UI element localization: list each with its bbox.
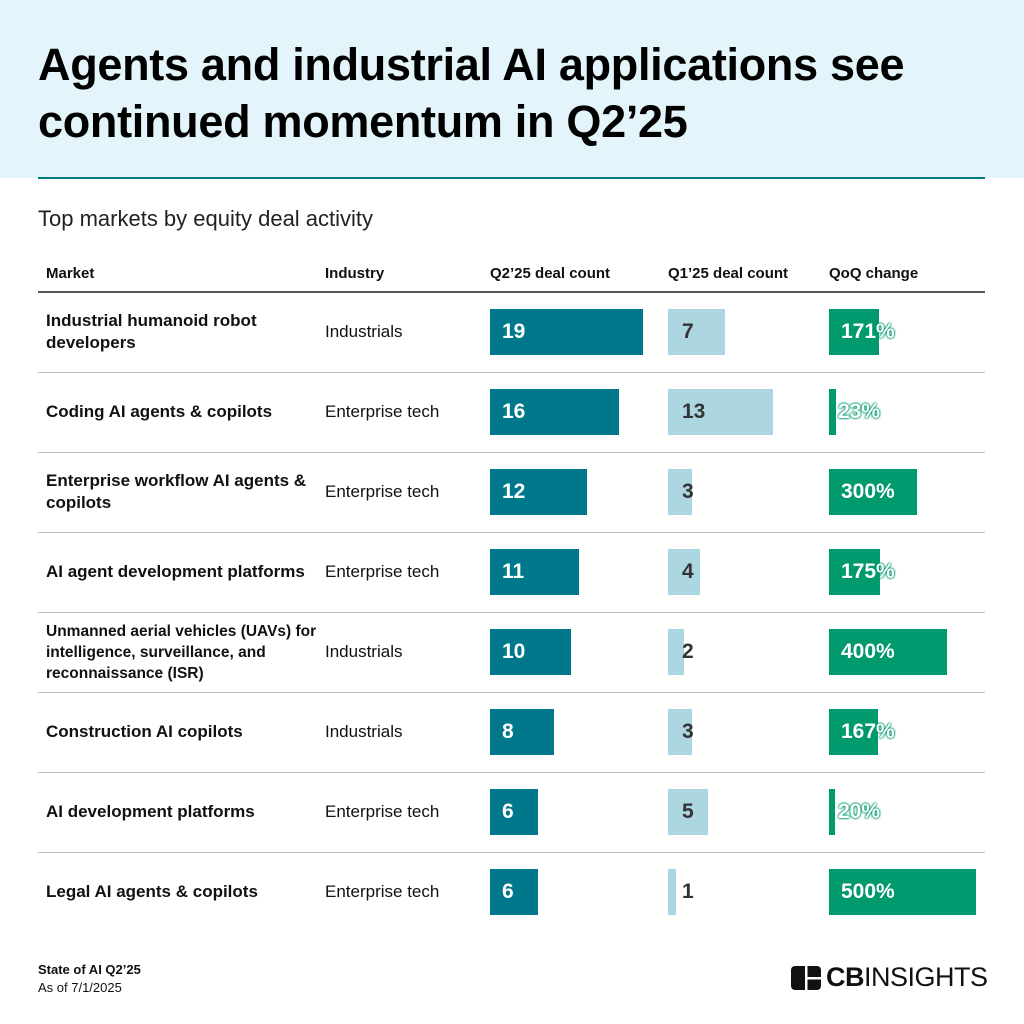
market-name: AI agent development platforms [46,562,305,581]
q2-label: 6 [502,800,514,823]
cb-insights-logo: CBINSIGHTS [791,962,988,993]
row-divider [38,772,985,773]
qoq-label: 23% [838,400,881,423]
qoq-bar [829,549,881,595]
row-divider [38,692,985,693]
table-row: Enterprise workflow AI agents & copilots… [0,452,1024,532]
market-name: Coding AI agents & copilots [46,402,273,421]
q1-label: 7 [682,320,694,343]
q2-bar [490,629,571,675]
column-header-q2: Q2’25 deal count [490,265,611,282]
market-name: AI development platforms [46,802,255,821]
row-divider [38,532,985,533]
qoq-label: 300% [841,480,895,503]
row-divider [38,852,985,853]
industry: Industrials [325,722,403,741]
q2-bar [490,389,619,435]
qoq-bar [829,709,879,755]
column-header-q1: Q1’25 deal count [668,265,789,282]
header-band [0,0,1024,178]
chart-subtitle: Top markets by equity deal activity [38,206,374,231]
qoq-bar [829,309,880,355]
qoq-bar [829,389,836,435]
q1-label: 3 [682,720,694,743]
page-title: Agents and industrial AI applications se… [38,39,905,147]
column-header-qoq: QoQ change [829,265,919,282]
footer-date: As of 7/1/2025 [38,980,122,995]
qoq-bar [829,629,947,675]
market-name: Industrial humanoid robot developers [46,311,257,352]
column-header-market: Market [46,265,95,282]
industry: Enterprise tech [325,802,440,821]
q1-bar [668,469,693,515]
qoq-bar [829,469,918,515]
table-row: AI development platforms Enterprise tech… [0,772,1024,852]
market-name: Enterprise workflow AI agents & copilots [46,471,307,512]
q2-label: 12 [502,480,526,503]
footer-source: State of AI Q2’25 [38,962,141,977]
row-divider [38,372,985,373]
industry: Industrials [325,322,403,341]
market-name: Legal AI agents & copilots [46,882,258,901]
q2-bar [490,549,579,595]
row-divider [38,452,985,453]
industry: Enterprise tech [325,402,440,421]
q2-bar [490,869,539,915]
industry: Enterprise tech [325,562,440,581]
qoq-label: 500% [841,880,895,903]
row-divider [38,612,985,613]
qoq-label: 400% [841,640,895,663]
q1-bar [668,869,677,915]
market-name: Unmanned aerial vehicles (UAVs) for inte… [46,622,317,682]
q2-bar [490,469,587,515]
q1-bar [668,549,701,595]
q2-label: 10 [502,640,526,663]
table-row: Construction AI copilots Industrials 8 3… [0,692,1024,772]
q2-bar [490,309,643,355]
q1-bar [668,629,685,675]
q1-label: 2 [682,640,694,663]
q1-label: 4 [682,560,694,583]
q2-label: 19 [502,320,526,343]
industry: Enterprise tech [325,482,440,501]
q2-label: 11 [502,560,525,583]
qoq-bar [829,869,976,915]
industry: Industrials [325,642,403,661]
table-row: AI agent development platforms Enterpris… [0,532,1024,612]
logo-mark-icon [791,965,821,990]
q2-label: 8 [502,720,514,743]
title-divider [38,177,985,179]
industry: Enterprise tech [325,882,440,901]
qoq-label: 171% [841,320,895,343]
q1-bar [668,789,709,835]
q2-label: 6 [502,880,514,903]
q2-bar [490,789,539,835]
column-header-industry: Industry [325,265,385,282]
header-divider [38,291,985,293]
q1-label: 3 [682,480,694,503]
qoq-label: 20% [838,800,881,823]
table-row: Legal AI agents & copilots Enterprise te… [0,852,1024,932]
table-row: Coding AI agents & copilots Enterprise t… [0,372,1024,452]
q1-bar [668,709,693,755]
q1-bar [668,389,774,435]
table-row: Unmanned aerial vehicles (UAVs) for inte… [0,612,1024,692]
q1-bar [668,309,725,355]
q1-label: 5 [682,800,694,823]
qoq-label: 167% [841,720,895,743]
q2-label: 16 [502,400,526,423]
q1-label: 13 [682,400,706,423]
qoq-label: 175% [841,560,895,583]
table-row: Industrial humanoid robot developers Ind… [0,292,1024,372]
q1-label: 1 [682,880,694,903]
market-name: Construction AI copilots [46,722,243,741]
qoq-bar [829,789,835,835]
q2-bar [490,709,555,755]
